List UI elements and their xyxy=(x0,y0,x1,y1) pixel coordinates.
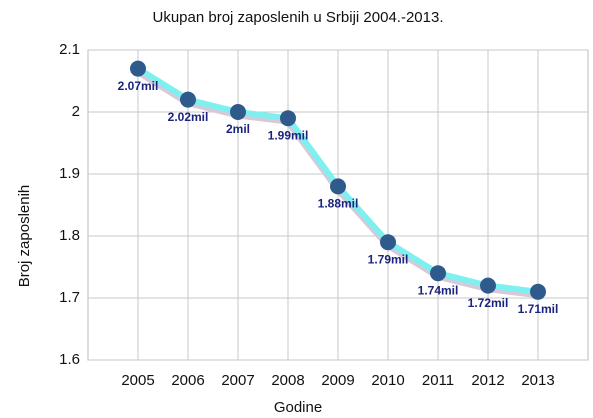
value-label: 1.99mil xyxy=(268,128,309,142)
y-tick-label: 2 xyxy=(72,103,80,120)
y-axis-label: Broj zaposlenih xyxy=(16,185,33,288)
x-tick-label: 2005 xyxy=(121,372,154,389)
value-label: 1.79mil xyxy=(368,252,409,266)
marker xyxy=(230,104,246,120)
y-tick-label: 1.7 xyxy=(59,289,80,306)
value-label: 2.02mil xyxy=(168,110,209,124)
marker xyxy=(430,265,446,282)
x-axis-label: Godine xyxy=(274,399,322,416)
marker xyxy=(480,277,496,294)
x-tick-label: 2011 xyxy=(422,372,454,389)
y-tick-label: 1.6 xyxy=(59,351,80,368)
marker xyxy=(130,60,146,77)
value-label: 2mil xyxy=(226,122,250,136)
value-label: 2.07mil xyxy=(118,79,159,93)
x-tick-label: 2013 xyxy=(521,372,554,389)
x-tick-label: 2012 xyxy=(471,372,504,389)
x-tick-label: 2009 xyxy=(321,372,354,389)
marker xyxy=(330,178,346,195)
marker xyxy=(180,91,196,108)
chart-title: Ukupan broj zaposlenih u Srbiji 2004.-20… xyxy=(152,9,443,26)
value-label: 1.72mil xyxy=(468,296,509,310)
x-tick-label: 2010 xyxy=(371,372,404,389)
marker xyxy=(280,110,296,127)
y-tick-label: 1.8 xyxy=(59,227,80,244)
x-tick-label: 2008 xyxy=(271,372,304,389)
marker xyxy=(530,283,546,300)
y-tick-label: 1.9 xyxy=(59,165,80,182)
value-label: 1.88mil xyxy=(318,197,359,211)
y-tick-label: 2.1 xyxy=(59,41,80,58)
x-tick-label: 2006 xyxy=(171,372,204,389)
marker xyxy=(380,234,396,251)
x-tick-label: 2007 xyxy=(221,372,254,389)
value-label: 1.71mil xyxy=(518,302,559,316)
value-label: 1.74mil xyxy=(418,283,459,297)
